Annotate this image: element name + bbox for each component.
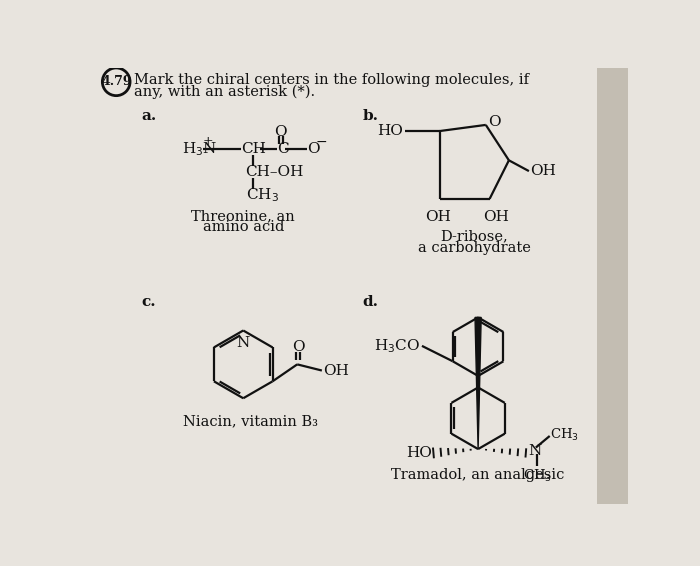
Text: Threonine, an: Threonine, an: [191, 209, 295, 223]
Text: amino acid: amino acid: [202, 220, 284, 234]
Text: Tramadol, an analgesic: Tramadol, an analgesic: [391, 468, 565, 482]
Text: +: +: [202, 135, 213, 148]
Text: any, with an asterisk (*).: any, with an asterisk (*).: [134, 85, 315, 99]
Text: c.: c.: [141, 295, 156, 309]
Text: a.: a.: [141, 109, 157, 123]
Text: OH: OH: [425, 209, 451, 224]
Text: OH: OH: [323, 363, 349, 378]
Text: HO: HO: [406, 446, 432, 460]
Text: OH: OH: [483, 209, 509, 224]
Text: Mark the chiral centers in the following molecules, if: Mark the chiral centers in the following…: [134, 74, 529, 87]
Text: 4.79: 4.79: [101, 75, 132, 88]
Text: CH$_3$: CH$_3$: [550, 427, 580, 443]
Text: H$_3$N: H$_3$N: [182, 140, 217, 157]
Text: O: O: [307, 142, 320, 156]
Text: O: O: [488, 115, 500, 129]
Text: D-ribose,: D-ribose,: [440, 230, 508, 243]
Text: H$_3$CO: H$_3$CO: [374, 337, 421, 355]
Text: CH$_3$: CH$_3$: [246, 186, 279, 204]
Text: N: N: [528, 444, 541, 457]
Text: b.: b.: [363, 109, 379, 123]
Text: CH$_3$: CH$_3$: [523, 468, 552, 484]
Text: C: C: [277, 142, 289, 156]
Text: a carbohydrate: a carbohydrate: [418, 241, 531, 255]
Text: CH: CH: [241, 142, 266, 156]
Text: O: O: [274, 125, 286, 139]
Text: OH: OH: [531, 164, 556, 178]
Text: O: O: [292, 340, 304, 354]
Text: Niacin, vitamin B₃: Niacin, vitamin B₃: [183, 414, 318, 428]
Text: CH–OH: CH–OH: [246, 165, 304, 179]
Polygon shape: [475, 318, 481, 449]
Text: HO: HO: [377, 124, 403, 138]
Text: −: −: [316, 135, 328, 149]
Bar: [598, 68, 629, 504]
Text: N: N: [237, 336, 250, 350]
Text: d.: d.: [363, 295, 379, 309]
